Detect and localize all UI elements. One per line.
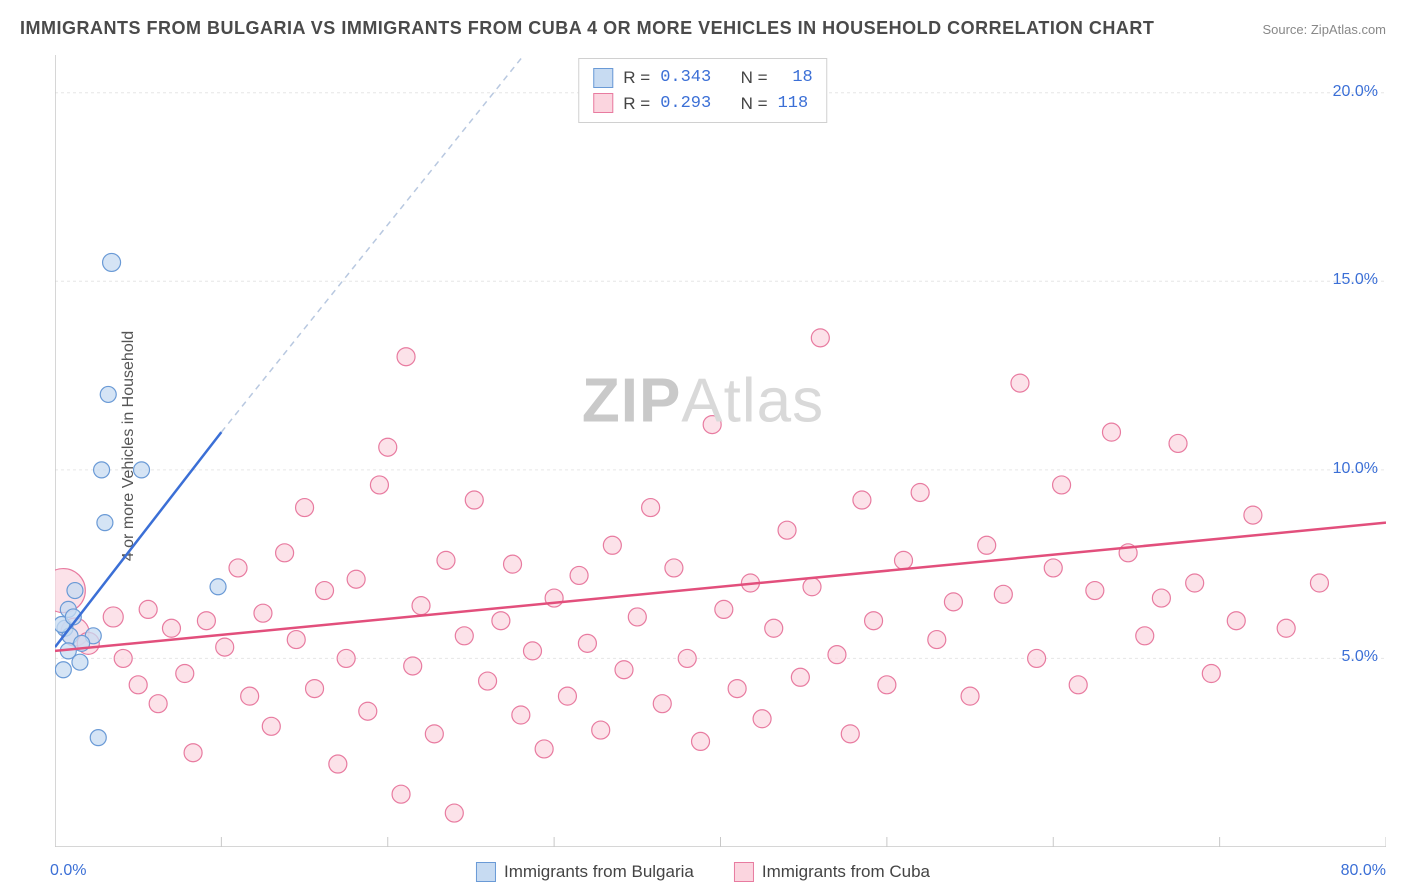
scatter-chart	[55, 55, 1386, 847]
plot-area	[55, 55, 1386, 847]
y-tick-15: 15.0%	[1333, 271, 1378, 289]
legend-swatch-1	[476, 862, 496, 882]
y-tick-10: 10.0%	[1333, 460, 1378, 478]
y-tick-20: 20.0%	[1333, 83, 1378, 101]
source-label: Source: ZipAtlas.com	[1262, 22, 1386, 37]
swatch-series1	[593, 68, 613, 88]
r-label: R =	[623, 91, 650, 117]
y-tick-5: 5.0%	[1342, 648, 1378, 666]
r-value-1: 0.343	[660, 65, 711, 91]
stats-row-1: R = 0.343 N = 18	[593, 65, 812, 91]
r-label: R =	[623, 65, 650, 91]
n-label: N =	[741, 91, 768, 117]
n-value-1: 18	[792, 65, 812, 91]
stats-box: R = 0.343 N = 18 R = 0.293 N = 118	[578, 58, 827, 123]
n-label: N =	[741, 65, 768, 91]
legend-item-1: Immigrants from Bulgaria	[476, 862, 694, 882]
legend-label-2: Immigrants from Cuba	[762, 862, 930, 882]
x-tick-80: 80.0%	[1341, 862, 1386, 880]
r-value-2: 0.293	[660, 91, 711, 117]
legend-item-2: Immigrants from Cuba	[734, 862, 930, 882]
chart-title: IMMIGRANTS FROM BULGARIA VS IMMIGRANTS F…	[20, 18, 1154, 39]
legend-swatch-2	[734, 862, 754, 882]
n-value-2: 118	[778, 91, 809, 117]
legend-label-1: Immigrants from Bulgaria	[504, 862, 694, 882]
x-tick-0: 0.0%	[50, 862, 86, 880]
stats-row-2: R = 0.293 N = 118	[593, 91, 812, 117]
bottom-legend: Immigrants from Bulgaria Immigrants from…	[476, 862, 930, 882]
swatch-series2	[593, 93, 613, 113]
